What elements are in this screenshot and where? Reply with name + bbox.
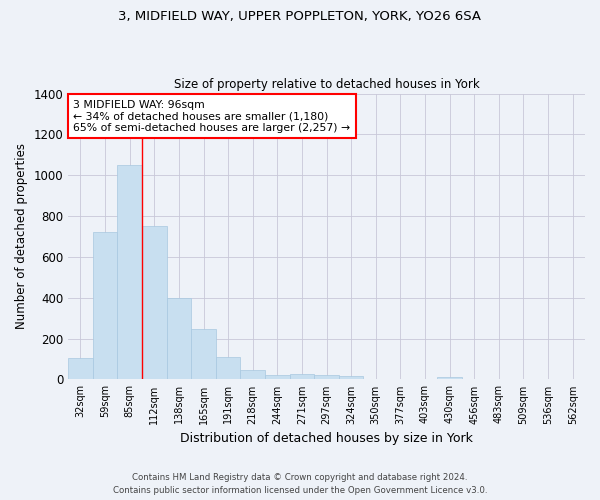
Title: Size of property relative to detached houses in York: Size of property relative to detached ho…: [174, 78, 479, 91]
X-axis label: Distribution of detached houses by size in York: Distribution of detached houses by size …: [180, 432, 473, 445]
Bar: [167, 298, 191, 380]
Text: 3 MIDFIELD WAY: 96sqm
← 34% of detached houses are smaller (1,180)
65% of semi-d: 3 MIDFIELD WAY: 96sqm ← 34% of detached …: [73, 100, 350, 133]
Bar: [437, 378, 462, 380]
Bar: [290, 374, 314, 380]
Bar: [314, 375, 339, 380]
Bar: [241, 370, 265, 380]
Bar: [68, 358, 93, 380]
Y-axis label: Number of detached properties: Number of detached properties: [15, 144, 28, 330]
Bar: [191, 330, 216, 380]
Bar: [339, 376, 364, 380]
Bar: [265, 376, 290, 380]
Text: Contains HM Land Registry data © Crown copyright and database right 2024.
Contai: Contains HM Land Registry data © Crown c…: [113, 474, 487, 495]
Bar: [118, 165, 142, 380]
Bar: [142, 226, 167, 380]
Bar: [216, 357, 241, 380]
Bar: [93, 232, 118, 380]
Text: 3, MIDFIELD WAY, UPPER POPPLETON, YORK, YO26 6SA: 3, MIDFIELD WAY, UPPER POPPLETON, YORK, …: [119, 10, 482, 23]
